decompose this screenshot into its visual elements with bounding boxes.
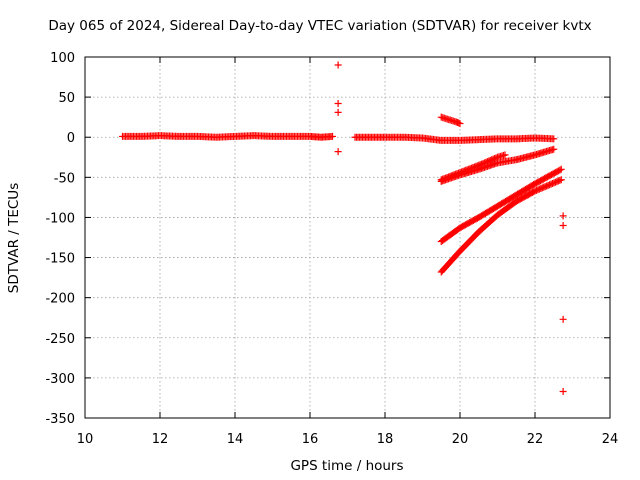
x-tick-label: 16 — [302, 432, 319, 447]
data-point — [334, 100, 342, 108]
x-tick-label: 12 — [152, 432, 169, 447]
data-point — [557, 165, 565, 173]
data-point — [559, 212, 567, 220]
y-axis-label: SDTVAR / TECUs — [6, 183, 22, 293]
y-tick-label: 100 — [50, 51, 75, 66]
data-point — [501, 151, 509, 159]
data-point — [556, 176, 564, 184]
y-tick-label: 0 — [67, 131, 75, 146]
data-point — [550, 145, 558, 153]
data-point — [334, 148, 342, 156]
x-tick-label: 22 — [527, 432, 544, 447]
x-tick-label: 14 — [227, 432, 244, 447]
data-point — [559, 388, 567, 396]
data-point — [492, 154, 500, 162]
y-tick-label: -100 — [45, 211, 75, 226]
y-tick-label: 50 — [58, 91, 75, 106]
data-point — [557, 176, 565, 184]
x-tick-label: 18 — [377, 432, 394, 447]
y-tick-label: -50 — [54, 171, 75, 186]
y-tick-label: -200 — [45, 292, 75, 307]
y-tick-label: -350 — [45, 412, 75, 427]
y-tick-label: -250 — [45, 332, 75, 347]
data-points — [119, 61, 567, 396]
data-point — [559, 221, 567, 229]
x-tick-label: 10 — [77, 432, 94, 447]
data-point — [456, 120, 464, 128]
plot-frame — [84, 56, 611, 419]
y-tick-label: -150 — [45, 252, 75, 267]
x-tick-label: 24 — [602, 432, 619, 447]
chart-title: Day 065 of 2024, Sidereal Day-to-day VTE… — [48, 18, 592, 34]
data-point — [559, 315, 567, 323]
x-axis-label: GPS time / hours — [290, 458, 403, 474]
axis-ticks: 10 12 14 16 18 20 22 24 100 50 0 -50 -100 -150 -200 -25… — [45, 51, 618, 447]
data-point — [550, 135, 558, 143]
data-point — [334, 108, 342, 116]
data-point — [334, 61, 342, 69]
grid — [85, 57, 610, 418]
y-tick-label: -300 — [45, 372, 75, 387]
data-point — [329, 132, 336, 140]
data-point — [556, 166, 564, 174]
x-tick-label: 20 — [452, 432, 469, 447]
